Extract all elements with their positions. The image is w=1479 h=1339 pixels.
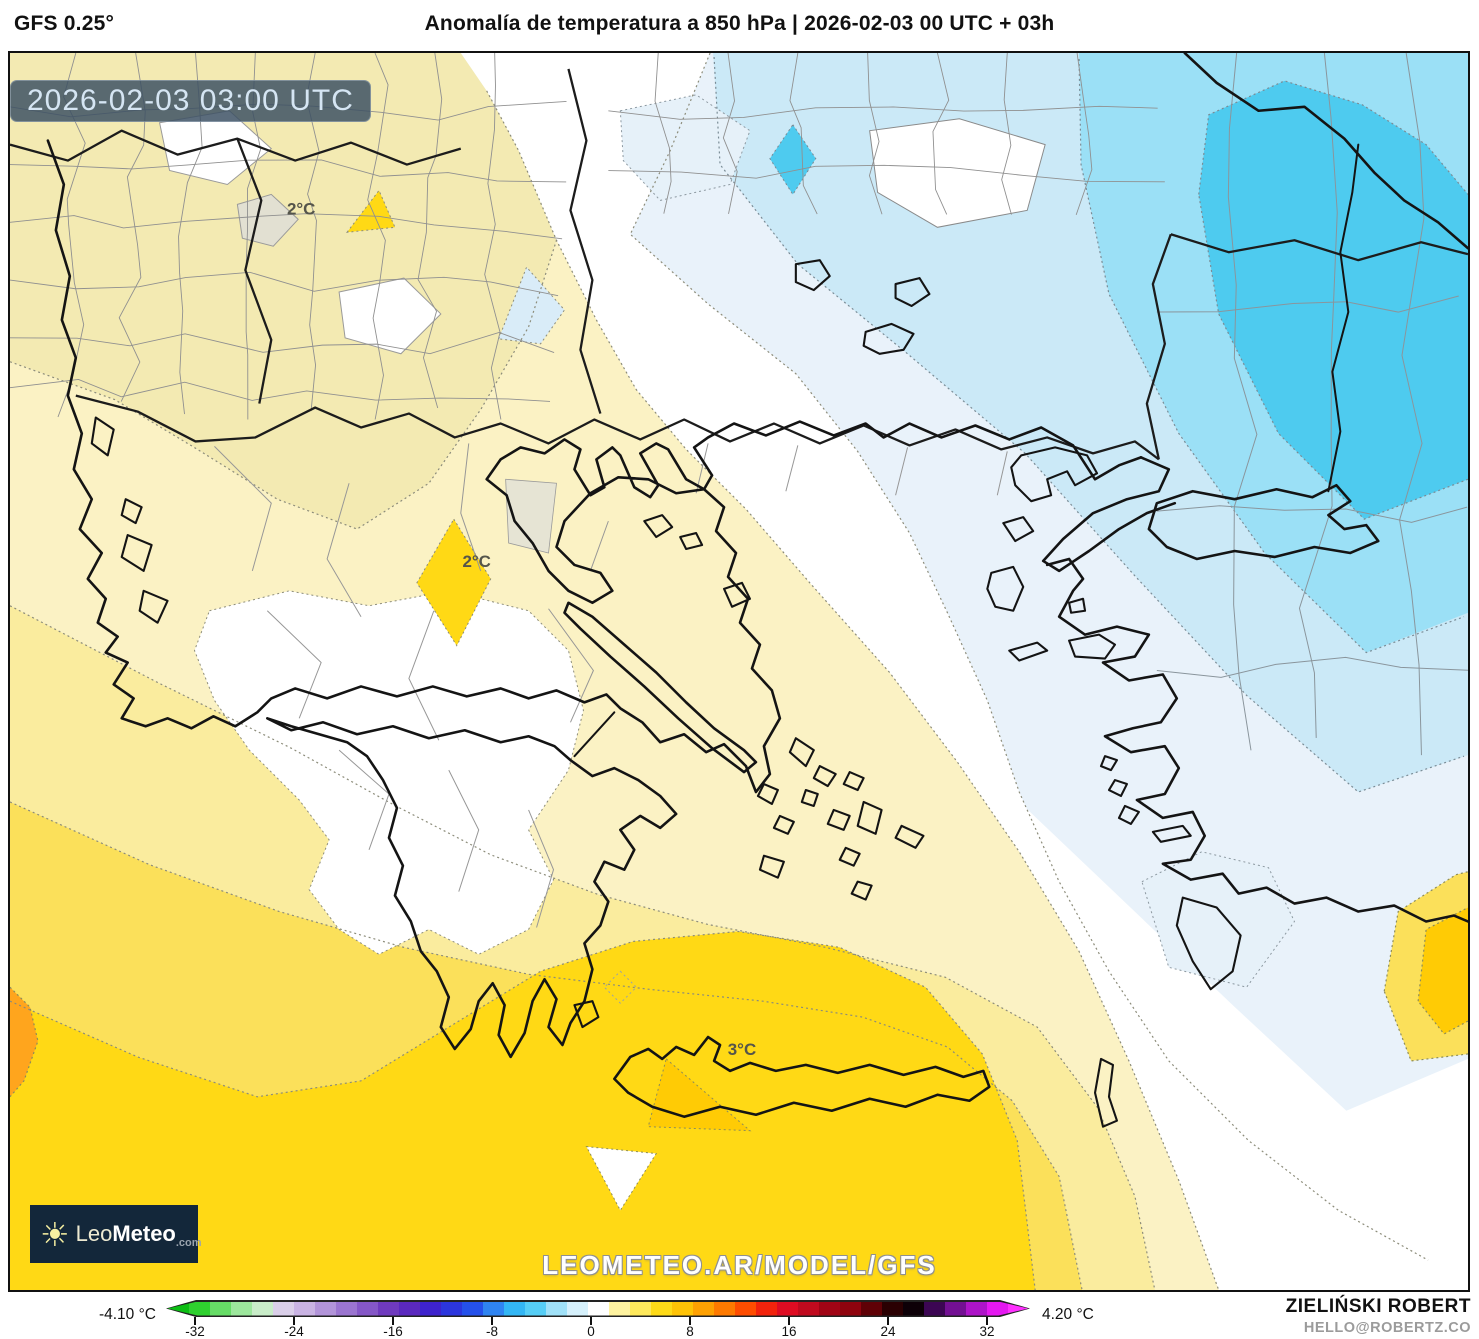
model-label: GFS 0.25° xyxy=(14,12,115,35)
credits-block: ZIELIŃSKI ROBERT HELLO@ROBERTZ.CO xyxy=(1285,1296,1471,1337)
colorbar-min-label: -4.10 °C xyxy=(98,1306,156,1323)
logo-text-meteo: Meteo xyxy=(112,1221,176,1246)
islands xyxy=(90,259,1242,1128)
colorbar-tick xyxy=(491,1317,493,1325)
zone-orange xyxy=(10,987,38,1097)
coast-bosporus xyxy=(1327,143,1360,493)
colorbar-tick-label: 0 xyxy=(587,1324,595,1339)
coast-black-sea xyxy=(1183,53,1468,250)
colorbar-tick-label: -24 xyxy=(284,1324,304,1339)
timestamp-badge: 2026-02-03 03:00 UTC xyxy=(10,80,371,122)
colorbar-tick xyxy=(887,1317,889,1325)
coastlines xyxy=(46,53,1468,1118)
admin-border-line xyxy=(722,53,738,214)
admin-border-line xyxy=(1227,53,1258,751)
anomaly-label-north: 2°C xyxy=(287,199,315,218)
logo-text-tld: .com xyxy=(175,1237,202,1249)
coast-crete xyxy=(613,1035,991,1118)
admin-border-line xyxy=(417,53,443,409)
admin-border-line xyxy=(367,53,389,420)
cell-pale-hex-rhodes xyxy=(1141,851,1296,988)
admin-border-line xyxy=(1001,53,1012,215)
admin-border-line xyxy=(654,53,672,214)
anomaly-label-thessaly: 2°C xyxy=(462,552,490,571)
coast-euboea xyxy=(563,601,758,774)
colorbar-tick xyxy=(788,1317,790,1325)
colorbar-tick-label: -16 xyxy=(383,1324,403,1339)
admin-border-line xyxy=(608,164,1165,183)
watermark-url: LEOMETEO.AR/MODEL/GFS xyxy=(542,1250,937,1280)
coast-peloponnese xyxy=(265,717,678,1059)
map-canvas: 2°C 2°C 3°C xyxy=(8,51,1470,1292)
colorbar-tick-label: 8 xyxy=(686,1324,694,1339)
page-title: Anomalía de temperatura a 850 hPa | 2026… xyxy=(424,12,1055,35)
patch-white-nw2 xyxy=(338,277,442,355)
patch-gray-nw xyxy=(236,193,299,247)
colorbar-tick xyxy=(392,1317,394,1325)
admin-border-line xyxy=(1298,53,1338,738)
admin-border-line xyxy=(245,53,262,420)
colorbar-tick-label: -32 xyxy=(185,1324,205,1339)
author-name: ZIELIŃSKI ROBERT xyxy=(1285,1296,1471,1317)
admin-border-line xyxy=(867,53,883,215)
leometeo-logo: ☀ Leo Meteo .com xyxy=(30,1205,202,1263)
coast-marmara xyxy=(1147,483,1380,561)
logo-text-leo: Leo xyxy=(75,1221,113,1246)
colorbar-tick-label: 16 xyxy=(781,1324,797,1339)
colorbar-tick-label: -8 xyxy=(485,1324,499,1339)
colorbar-gradient xyxy=(168,1302,1029,1316)
admin-border-line xyxy=(1156,505,1468,523)
colorbar-tick-label: 24 xyxy=(880,1324,896,1339)
patch-white-bulgaria xyxy=(869,118,1046,228)
admin-border-line xyxy=(1075,53,1093,215)
sun-icon: ☀ xyxy=(40,1215,70,1253)
anomaly-label-crete: 3°C xyxy=(728,1040,756,1059)
cell-bright-triangle-nw xyxy=(345,189,396,233)
cell-cyan-diamond-thrace xyxy=(769,123,817,196)
colorbar-tick xyxy=(194,1317,196,1325)
colorbar-tick-label: 32 xyxy=(979,1324,995,1339)
admin-border-line xyxy=(1156,295,1459,313)
admin-border-line xyxy=(10,331,555,355)
admin-border-line xyxy=(932,53,950,215)
admin-borders-bulgaria xyxy=(608,53,1165,215)
colorbar-tick xyxy=(590,1317,592,1325)
admin-border-line xyxy=(10,213,563,240)
admin-borders-greece xyxy=(214,443,1008,928)
cell-dotted-diamond-aegean xyxy=(603,970,637,1004)
zone-bright-yellow xyxy=(10,931,1036,1290)
admin-border-line xyxy=(608,105,1158,120)
cell-bright-diamond-thessaly xyxy=(416,518,492,647)
author-email: HELLO@ROBERTZ.CO xyxy=(1303,1319,1471,1336)
cell-pale-hex-ne xyxy=(619,94,751,201)
cell-white-wedge-south-crete xyxy=(585,1145,658,1212)
admin-border-line xyxy=(1156,656,1468,678)
patch-white-west-greece xyxy=(193,590,584,955)
admin-border-line xyxy=(1399,53,1425,756)
anomaly-map-svg: 2°C 2°C 3°C xyxy=(10,53,1468,1290)
admin-border-line xyxy=(484,53,502,420)
colorbar-tick xyxy=(986,1317,988,1325)
coast-mainland xyxy=(46,139,1143,794)
cell-deep-yellow-sw-anatolia xyxy=(1418,907,1468,1035)
colorbar-tick xyxy=(689,1317,691,1325)
admin-border-line xyxy=(118,53,146,402)
patch-olive xyxy=(505,478,557,554)
coast-gallipoli xyxy=(1041,456,1177,573)
admin-borders-turkey xyxy=(1156,53,1468,756)
admin-border-line xyxy=(10,379,551,402)
colorbar-tick xyxy=(293,1317,295,1325)
admin-border-line xyxy=(10,271,559,297)
colorbar-max-label: 4.20 °C xyxy=(1042,1306,1094,1323)
zone-pale-yellow-nw xyxy=(10,53,557,530)
country-borders xyxy=(10,68,1468,461)
zone-neutral-band xyxy=(460,53,1468,1290)
colorbar: -32 -24 -16 -8 0 8 16 24 32 xyxy=(166,1300,1030,1339)
coast-corinth-canal xyxy=(573,711,616,758)
coast-anatolia-west xyxy=(1045,557,1468,923)
admin-border-line xyxy=(789,53,818,215)
admin-border-line xyxy=(10,159,567,183)
